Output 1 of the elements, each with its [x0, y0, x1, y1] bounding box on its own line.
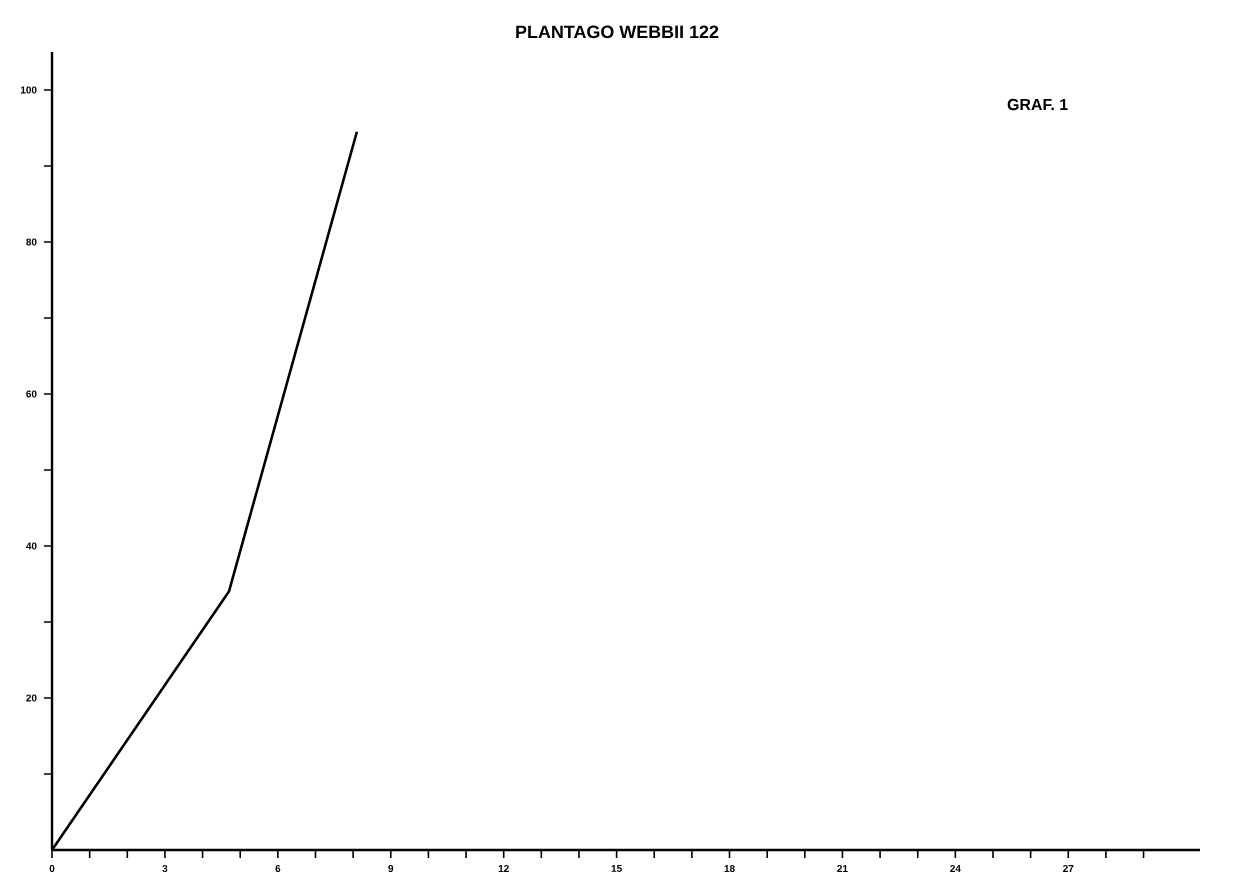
chart-title: PLANTAGO WEBBII 122	[516, 25, 719, 39]
